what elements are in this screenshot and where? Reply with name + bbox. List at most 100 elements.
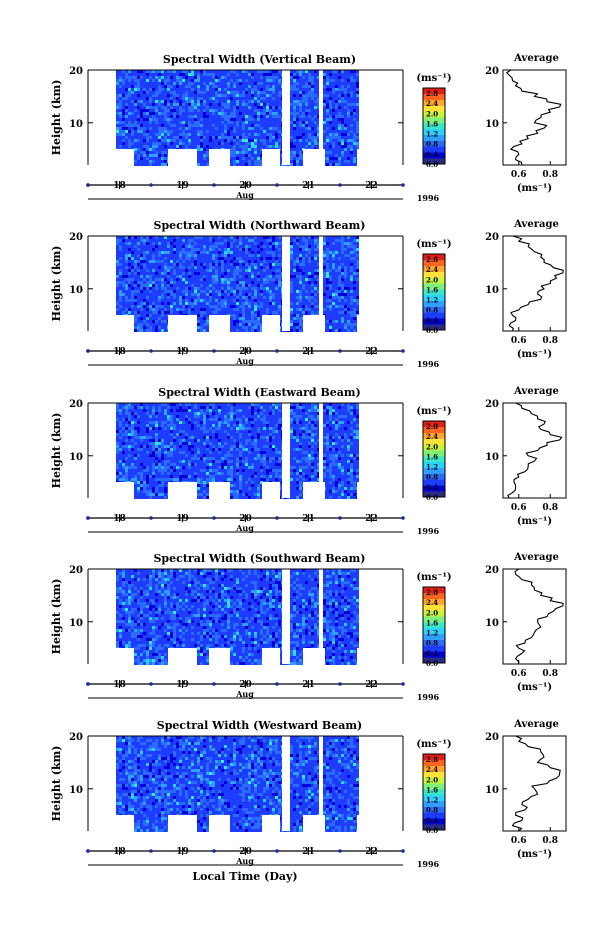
year-label: 1996 [417, 692, 440, 702]
colorbar-tick-label: 0.4 [426, 150, 438, 159]
colorbar-tick-label: 0.8 [426, 473, 438, 482]
x-tick-label: 20 [239, 181, 252, 191]
colorbar-tick-label: 0.8 [426, 639, 438, 648]
profile-x-tick-label: 0.6 [511, 503, 527, 513]
panel-2: Spectral Width (Northward Beam) 10 20 Heigh… [50, 219, 567, 369]
no-data-region [116, 315, 134, 332]
colorbar-tick-label: 2.0 [426, 275, 438, 284]
no-data-region [116, 149, 134, 166]
profile-x-tick-label: 0.8 [542, 503, 558, 513]
colorbar-segment [423, 456, 445, 463]
colorbar-segment [423, 450, 445, 457]
time-marker [149, 349, 153, 353]
x-tick-label: 20 [239, 514, 252, 524]
colorbar-segment [423, 639, 445, 646]
y-axis-label: Height (km) [50, 413, 63, 489]
colorbar-segment [423, 158, 445, 165]
data-gap [319, 569, 323, 664]
no-data-region [209, 648, 230, 665]
common-x-label: Local Time (Day) [192, 870, 297, 883]
time-marker [149, 682, 153, 686]
profile-y-tick-label: 20 [485, 732, 499, 743]
colorbar-segment [423, 759, 445, 766]
time-marker [149, 183, 153, 187]
colorbar-segment [423, 651, 445, 658]
profile-frame [502, 402, 567, 499]
data-gap [282, 569, 290, 664]
colorbar-frame [422, 753, 446, 831]
colorbar-tick-label: 1.6 [426, 618, 438, 627]
data-gap [282, 736, 290, 831]
time-marker [275, 849, 279, 853]
no-data-region [168, 482, 197, 499]
colorbar-segment [423, 283, 445, 290]
profile-x-label: (ms⁻¹) [517, 516, 552, 527]
data-gap [319, 70, 323, 165]
profile-x-tick-label: 0.8 [542, 836, 558, 846]
colorbar-segment [423, 783, 445, 790]
month-label: Aug [235, 856, 254, 866]
colorbar-segment [423, 789, 445, 796]
x-tick-label: 18 [113, 680, 126, 690]
colorbar-segment [423, 610, 445, 617]
profile-line [508, 235, 564, 332]
x-tick-label: 19 [176, 181, 189, 191]
colorbar-tick-label: 0.4 [426, 483, 438, 492]
time-marker [338, 349, 342, 353]
colorbar-unit: (ms⁻¹) [416, 73, 451, 84]
colorbar-segment [423, 426, 445, 433]
y-axis-label: Height (km) [50, 746, 63, 822]
profile-y-tick-label: 20 [485, 232, 499, 243]
colorbar-segment [423, 318, 445, 325]
no-data-region [262, 315, 280, 332]
x-tick-label: 22 [365, 680, 378, 690]
colorbar-segment [423, 312, 445, 319]
x-tick-label: 21 [302, 847, 315, 857]
y-tick-label: 10 [69, 618, 83, 629]
time-marker [86, 516, 90, 520]
no-data-region [357, 482, 404, 499]
month-label: Aug [235, 356, 254, 366]
x-tick-label: 19 [176, 847, 189, 857]
colorbar-segment [423, 88, 445, 95]
colorbar-segment [423, 812, 445, 819]
panel-title: Spectral Width (Eastward Beam) [158, 386, 360, 399]
year-label: 1996 [417, 193, 440, 203]
year-label: 1996 [417, 859, 440, 869]
time-marker [338, 183, 342, 187]
time-marker [86, 682, 90, 686]
y-tick-label: 10 [69, 785, 83, 796]
colorbar-segment [423, 146, 445, 153]
colorbar-segment [423, 485, 445, 492]
y-tick-label: 20 [69, 232, 83, 243]
time-marker [401, 516, 405, 520]
profile-frame [502, 235, 567, 332]
colorbar-frame [422, 253, 446, 331]
profile-title: Average [513, 219, 559, 230]
colorbar-frame [422, 420, 446, 498]
colorbar-tick-label: 0.4 [426, 649, 438, 658]
colorbar-segment [423, 117, 445, 124]
profile-line [505, 69, 562, 166]
colorbar-segment [423, 128, 445, 136]
no-data-region [168, 315, 197, 332]
panel-4: Spectral Width (Southward Beam) 10 20 Heigh… [50, 552, 567, 702]
no-data-region [209, 315, 230, 332]
colorbar-tick-label: 2.4 [426, 432, 438, 441]
colorbar-segment [423, 645, 445, 652]
y-tick-label: 20 [69, 66, 83, 77]
data-gap [319, 236, 323, 331]
colorbar-segment [423, 99, 445, 106]
colorbar-segment [423, 254, 445, 261]
colorbar-tick-label: 2.4 [426, 598, 438, 607]
x-tick-label: 18 [113, 514, 126, 524]
profile-line [514, 568, 564, 665]
colorbar-segment [423, 627, 445, 635]
time-marker [275, 516, 279, 520]
colorbar-segment [423, 306, 445, 313]
colorbar-segment [423, 432, 445, 439]
y-tick-label: 20 [69, 732, 83, 743]
colorbar-segment [423, 444, 445, 451]
colorbar-segment [423, 592, 445, 599]
x-tick-label: 18 [113, 181, 126, 191]
